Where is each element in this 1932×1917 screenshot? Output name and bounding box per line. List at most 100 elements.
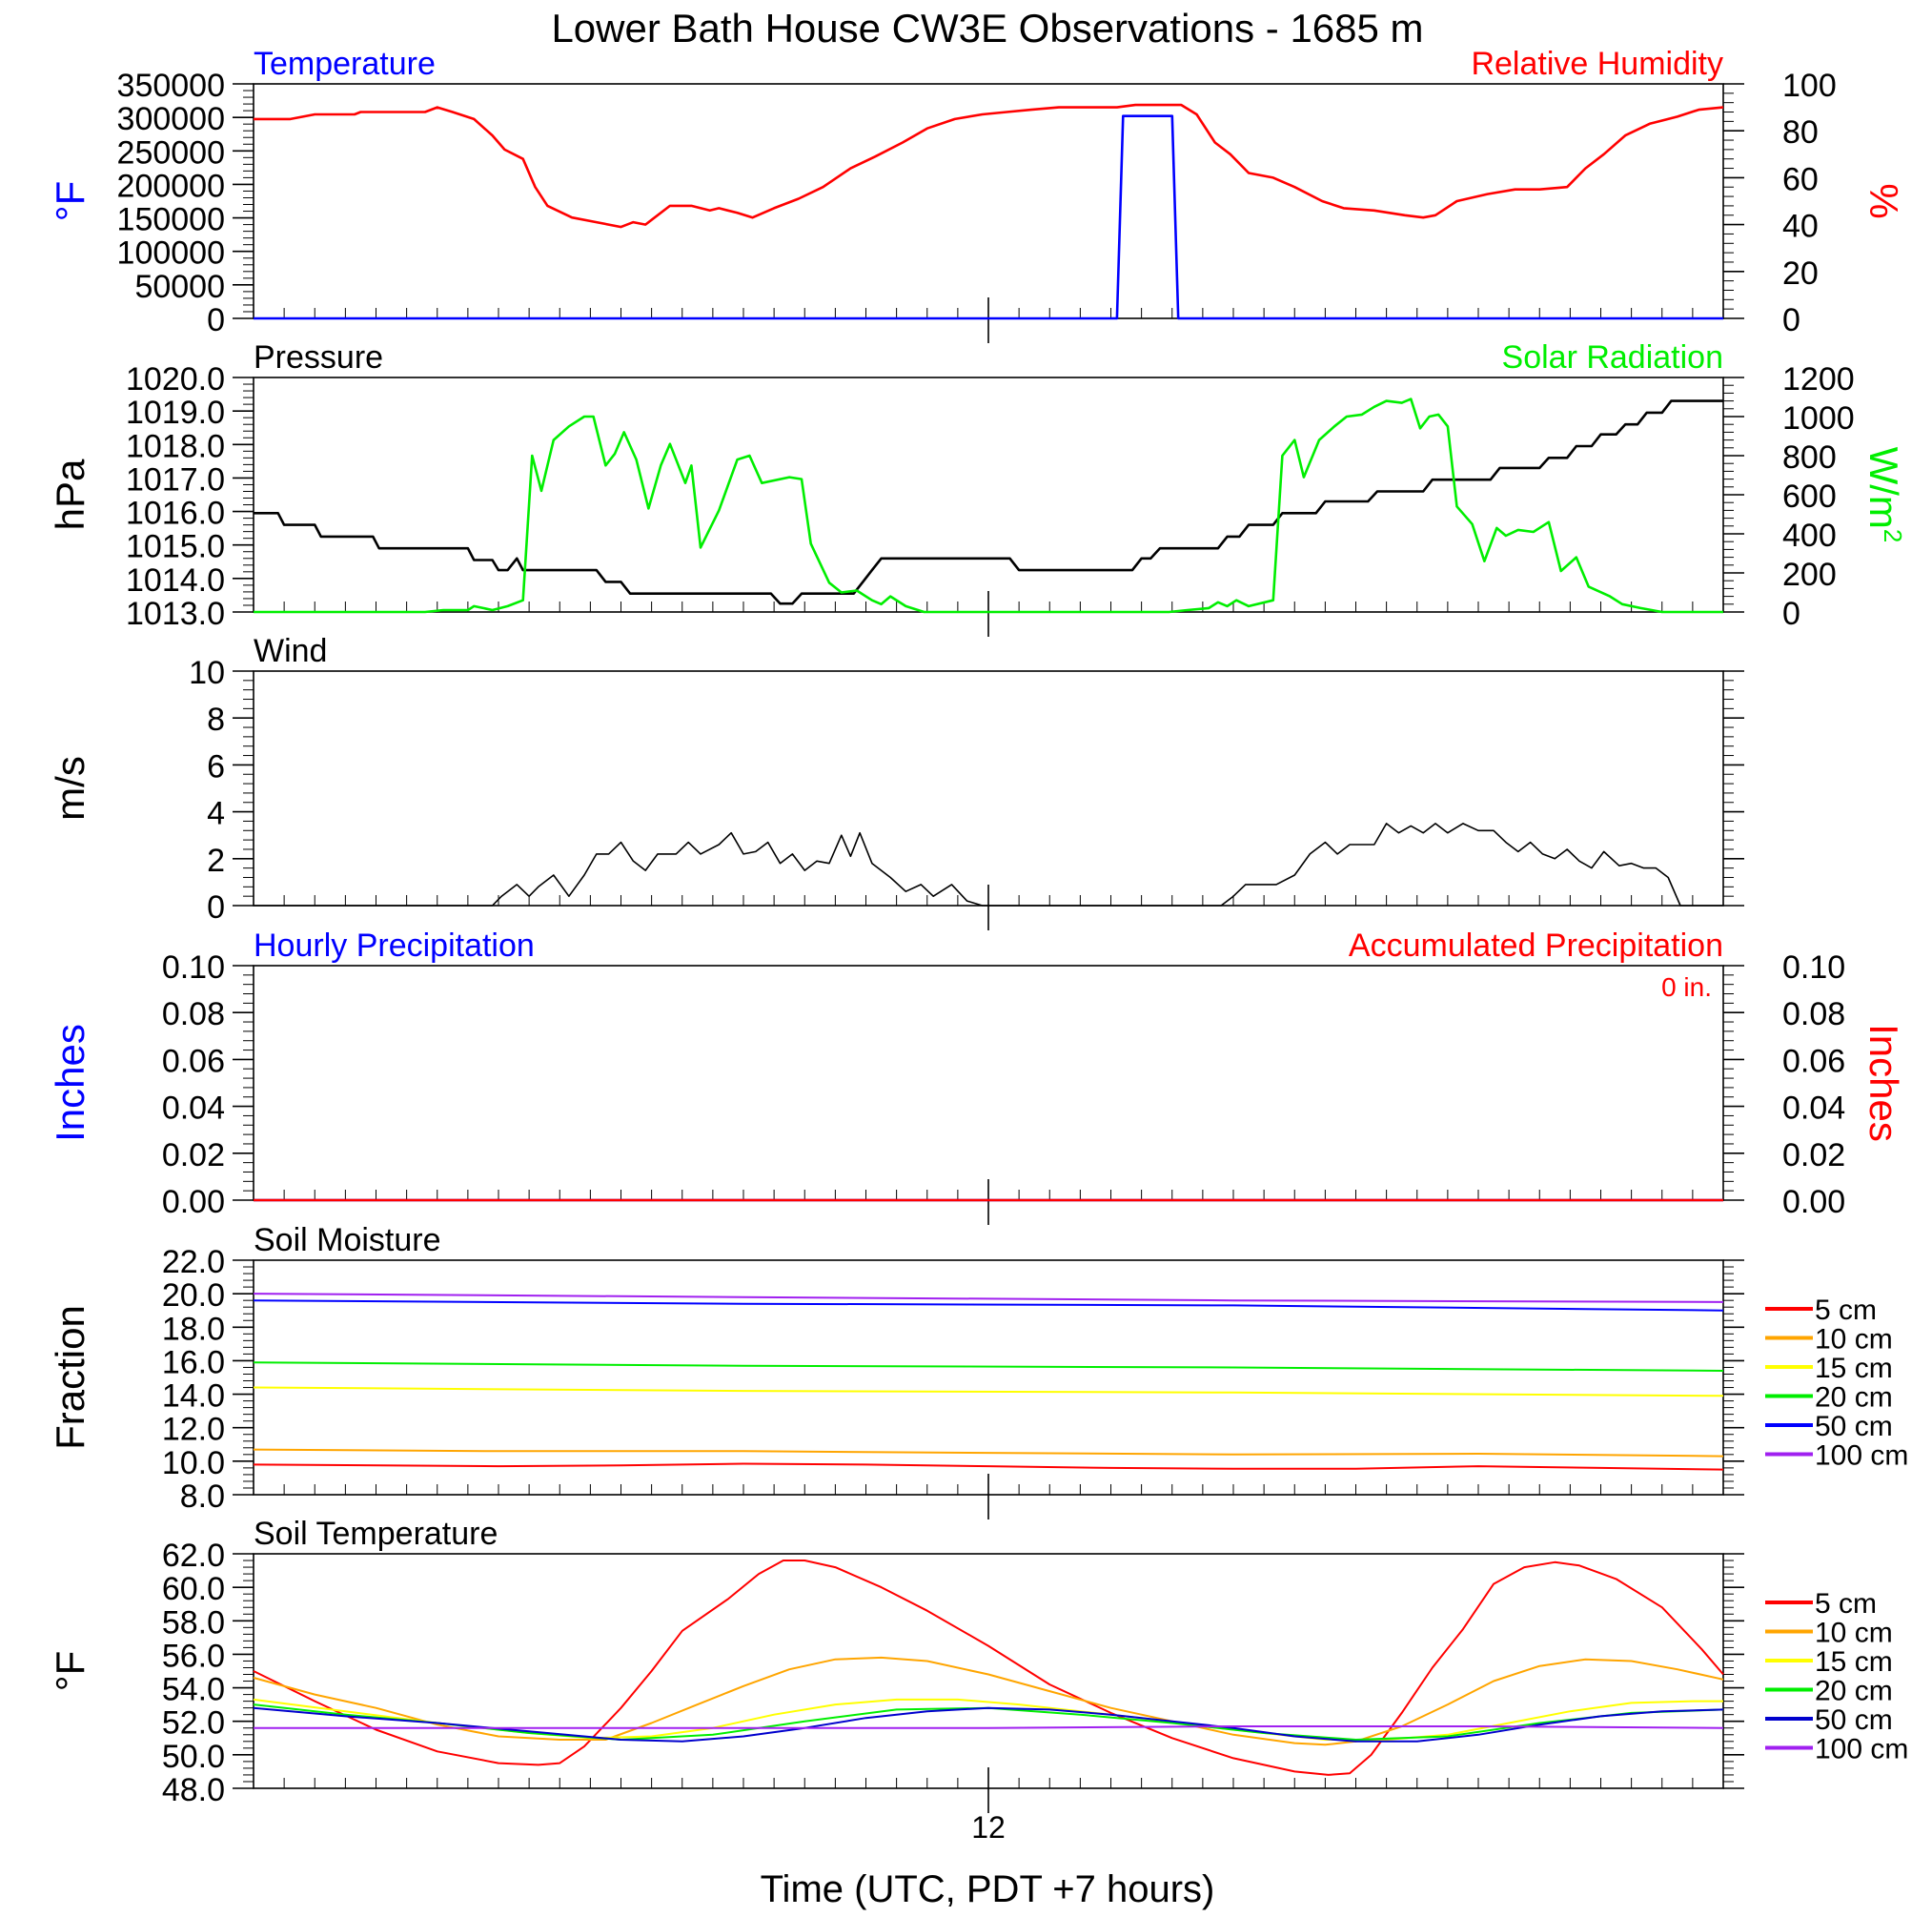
y-tick-label-right: 0.06 <box>1782 1043 1845 1079</box>
y-tick-label-left: 0.04 <box>162 1091 225 1127</box>
y-tick-label-left: 200000 <box>117 168 225 204</box>
y-axis-label-left: °F <box>48 1651 92 1691</box>
x-tick-label: 12 <box>971 1810 1006 1845</box>
y-tick-label-right: 1200 <box>1782 361 1855 398</box>
y-tick-label-left: 250000 <box>117 134 225 171</box>
series-line-left <box>254 823 1723 907</box>
y-tick-label-left: 10 <box>189 655 225 691</box>
y-tick-label-right: 800 <box>1782 439 1837 476</box>
panel-title-left: Wind <box>254 633 327 669</box>
panel-2: 1013.01014.01015.01016.01017.01018.01019… <box>48 339 1907 637</box>
y-axis-label-left: °F <box>48 181 92 221</box>
series-line-10-cm <box>253 1656 1724 1746</box>
legend-label: 10 cm <box>1815 1618 1893 1649</box>
y-tick-label-right: 0.08 <box>1782 996 1845 1032</box>
legend-label: 20 cm <box>1815 1676 1893 1707</box>
series-line-left <box>254 399 1723 605</box>
panel-1: 0500001000001500002000002500003000003500… <box>48 46 1906 343</box>
y-tick-label-left: 18.0 <box>162 1311 225 1347</box>
y-tick-label-right: 0 <box>1782 596 1800 632</box>
y-tick-label-left: 14.0 <box>162 1378 225 1415</box>
y-tick-label-left: 1018.0 <box>126 428 225 464</box>
y-axis-label-right: % <box>1861 183 1906 218</box>
panel-5: 8.010.012.014.016.018.020.022.0 Soil Mois… <box>48 1222 1908 1519</box>
panel-title-left: Soil Moisture <box>254 1222 441 1258</box>
y-tick-label-right: 0.10 <box>1782 949 1845 986</box>
y-tick-label-left: 48.0 <box>162 1772 225 1808</box>
series-line-100-cm <box>253 1293 1724 1303</box>
series-line-50-cm <box>253 1706 1724 1743</box>
series-line-5-cm <box>253 1462 1724 1471</box>
y-tick-label-right: 40 <box>1782 209 1819 245</box>
legend-label: 50 cm <box>1815 1411 1893 1442</box>
legend-label: 100 cm <box>1815 1440 1908 1472</box>
y-tick-label-left: 1019.0 <box>126 395 225 431</box>
y-axis-label-left: Inches <box>48 1024 92 1142</box>
series-line-right <box>254 103 1724 229</box>
y-tick-label-left: 1014.0 <box>126 562 225 599</box>
y-tick-label-left: 6 <box>207 748 225 785</box>
y-tick-label-right: 80 <box>1782 114 1819 151</box>
y-tick-label-left: 300000 <box>117 101 225 137</box>
y-tick-label-left: 52.0 <box>162 1705 225 1742</box>
y-tick-label-left: 4 <box>207 796 225 832</box>
panel-title-left: Pressure <box>254 339 383 376</box>
panels-group: 0500001000001500002000002500003000003500… <box>48 46 1908 1845</box>
y-tick-label-left: 1016.0 <box>126 496 225 532</box>
y-tick-label-left: 350000 <box>117 68 225 104</box>
y-axis-label-right: W/m2 <box>1861 447 1907 543</box>
y-tick-label-left: 0 <box>207 302 225 338</box>
panel-6: 48.050.052.054.056.058.060.062.0 Soil Tem… <box>48 1516 1908 1813</box>
y-tick-label-left: 0.02 <box>162 1137 225 1173</box>
legend-label: 10 cm <box>1815 1324 1893 1356</box>
y-tick-label-right: 1000 <box>1782 400 1855 437</box>
series-line-right <box>254 398 1723 614</box>
panel-title-right: Solar Radiation <box>1502 339 1723 376</box>
y-tick-label-right: 0 <box>1782 302 1800 338</box>
y-tick-label-left: 50000 <box>134 269 225 305</box>
precip-total-annotation: 0 in. <box>1661 972 1712 1002</box>
series-line-100-cm <box>254 1725 1724 1729</box>
legend-label: 100 cm <box>1815 1734 1908 1765</box>
legend-label: 50 cm <box>1815 1704 1893 1736</box>
y-tick-label-right: 0.02 <box>1782 1137 1845 1173</box>
y-tick-label-right: 0.00 <box>1782 1184 1845 1220</box>
y-tick-label-left: 0.10 <box>162 949 225 986</box>
y-tick-label-left: 1017.0 <box>126 461 225 498</box>
y-tick-label-left: 2 <box>207 843 225 879</box>
series-line-left <box>254 114 1723 320</box>
legend-label: 5 cm <box>1815 1295 1877 1326</box>
x-axis-label: Time (UTC, PDT +7 hours) <box>761 1868 1215 1910</box>
y-tick-label-left: 20.0 <box>162 1277 225 1314</box>
panel-4: 0.00 0.02 0.04 0.06 0.08 0.10 0.00 0.02 0.04 0.06… <box>48 928 1906 1225</box>
y-tick-label-left: 100000 <box>117 235 225 272</box>
y-axis-label-left: hPa <box>48 459 92 530</box>
legend-label: 20 cm <box>1815 1382 1893 1414</box>
y-axis-label-left: Fraction <box>48 1305 92 1450</box>
y-tick-label-left: 0.08 <box>162 996 225 1032</box>
y-tick-label-left: 12.0 <box>162 1412 225 1448</box>
y-axis-label-left: m/s <box>48 756 92 821</box>
series-line-20-cm <box>253 1361 1724 1372</box>
y-tick-label-right: 20 <box>1782 255 1819 292</box>
y-tick-label-left: 150000 <box>117 202 225 238</box>
y-tick-label-left: 62.0 <box>162 1538 225 1574</box>
y-tick-label-left: 22.0 <box>162 1244 225 1280</box>
y-tick-label-right: 600 <box>1782 479 1837 515</box>
y-tick-label-left: 8.0 <box>180 1479 225 1515</box>
y-tick-label-right: 0.04 <box>1782 1091 1845 1127</box>
y-tick-label-left: 1013.0 <box>126 596 225 632</box>
y-tick-label-left: 8 <box>207 702 225 738</box>
legend-label: 15 cm <box>1815 1646 1893 1678</box>
y-tick-label-left: 54.0 <box>162 1672 225 1708</box>
chart-title: Lower Bath House CW3E Observations - 168… <box>551 6 1423 51</box>
series-line-10-cm <box>253 1448 1724 1458</box>
y-tick-label-left: 0 <box>207 889 225 926</box>
y-tick-label-right: 60 <box>1782 161 1819 197</box>
y-tick-label-left: 56.0 <box>162 1638 225 1674</box>
y-tick-label-right: 100 <box>1782 68 1837 104</box>
y-tick-label-right: 200 <box>1782 557 1837 593</box>
y-tick-label-left: 16.0 <box>162 1344 225 1380</box>
